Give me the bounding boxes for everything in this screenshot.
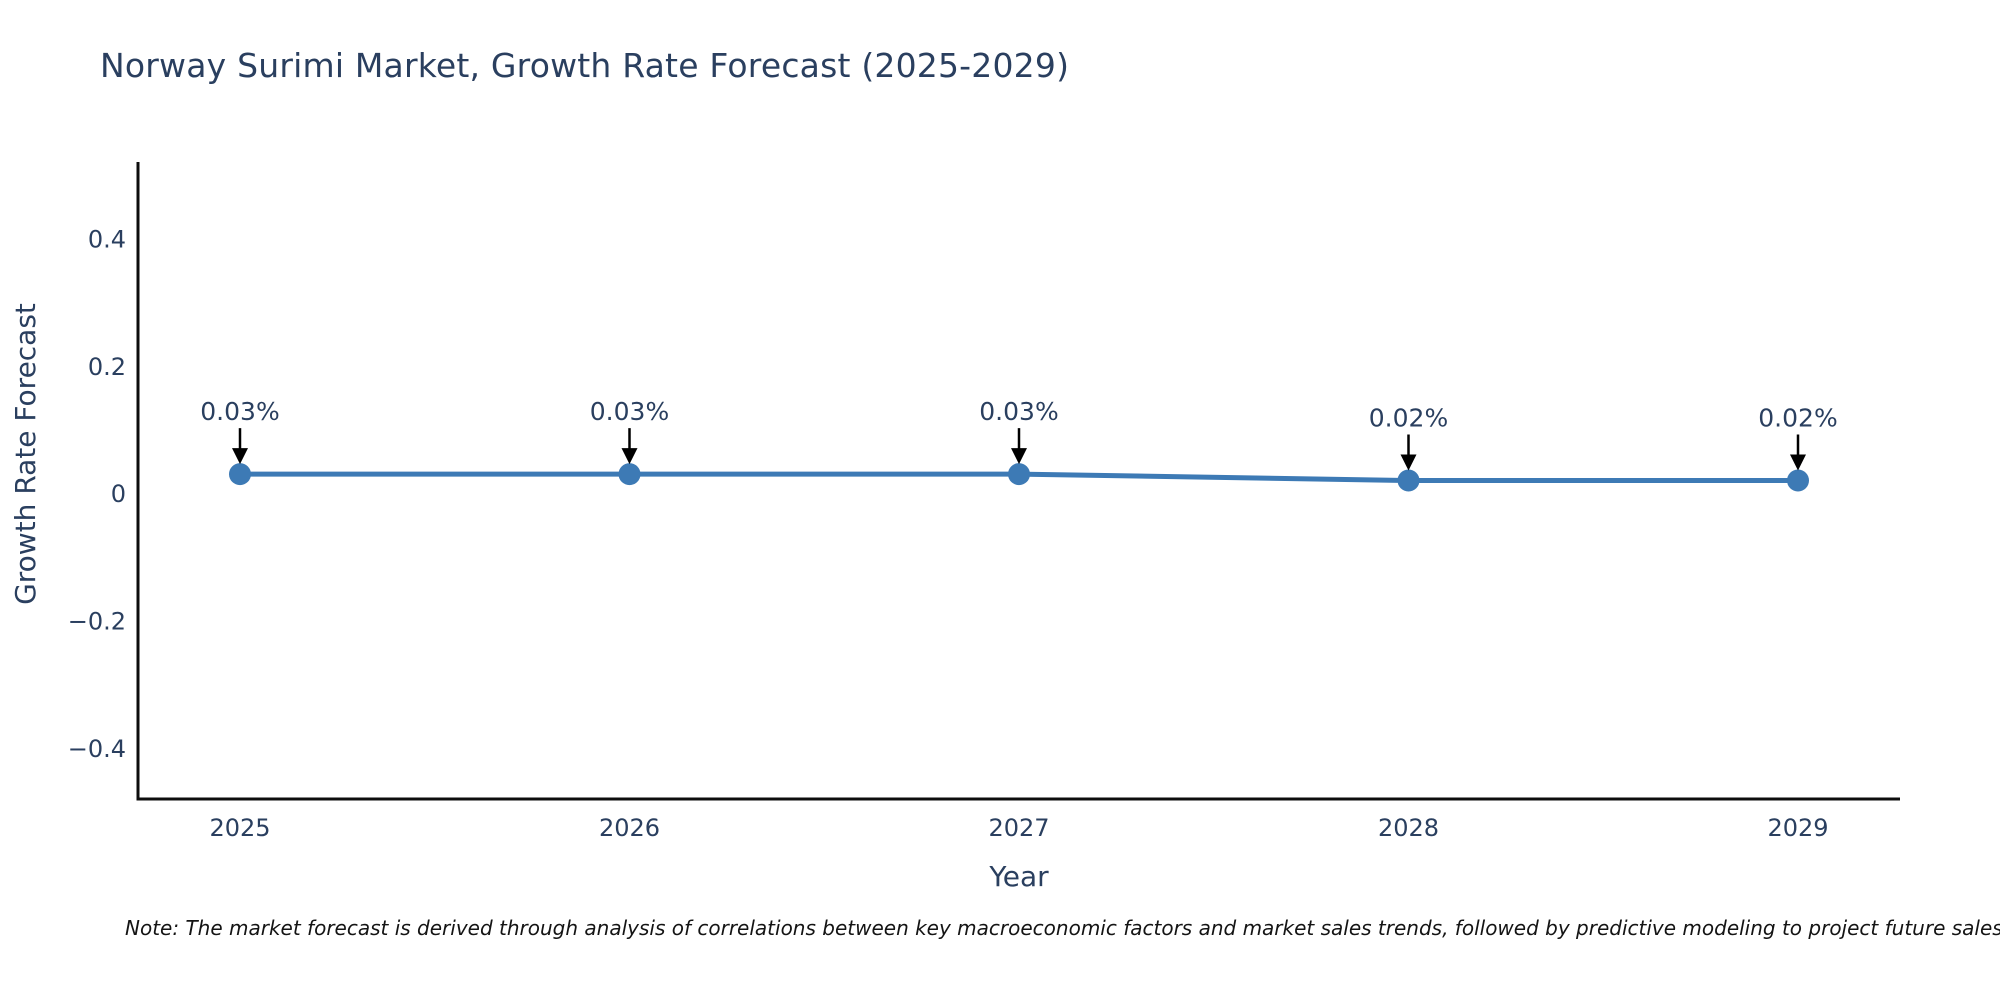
data-point bbox=[618, 463, 641, 486]
chart-title: Norway Surimi Market, Growth Rate Foreca… bbox=[100, 46, 1070, 85]
y-tick-label: −0.4 bbox=[68, 735, 126, 763]
footnote-text: Note: The market forecast is derived thr… bbox=[125, 916, 2000, 940]
x-tick-label: 2025 bbox=[209, 814, 270, 842]
y-tick-label: 0.2 bbox=[88, 353, 126, 381]
annotation-arrowhead bbox=[1790, 454, 1806, 471]
x-axis-title: Year bbox=[989, 860, 1049, 893]
y-tick-label: 0.4 bbox=[88, 225, 126, 253]
data-point bbox=[1787, 469, 1809, 492]
x-tick-label: 2028 bbox=[1378, 814, 1439, 842]
annotation-arrowhead bbox=[1400, 454, 1417, 471]
point-annotation-label: 0.02% bbox=[1369, 404, 1448, 433]
data-point bbox=[1008, 463, 1030, 486]
x-tick-label: 2027 bbox=[988, 814, 1049, 842]
x-tick-label: 2029 bbox=[1767, 814, 1828, 842]
x-tick-label: 2026 bbox=[599, 814, 660, 842]
y-tick-label: −0.2 bbox=[68, 608, 126, 636]
annotation-arrowhead bbox=[1011, 448, 1027, 465]
point-annotation-label: 0.02% bbox=[1758, 404, 1837, 433]
data-point bbox=[1397, 469, 1420, 492]
annotation-arrowhead bbox=[232, 448, 248, 465]
data-point bbox=[229, 463, 251, 486]
point-annotation-label: 0.03% bbox=[200, 397, 279, 426]
annotation-arrowhead bbox=[621, 448, 638, 465]
point-annotation-label: 0.03% bbox=[590, 397, 669, 426]
y-tick-label: 0 bbox=[111, 480, 126, 508]
point-annotation-label: 0.03% bbox=[979, 397, 1058, 426]
